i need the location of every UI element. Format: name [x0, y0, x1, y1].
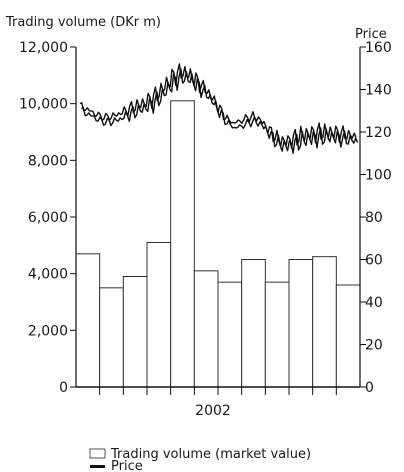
left-tick-label: 0: [59, 380, 68, 396]
right-tick-label: 120: [365, 125, 392, 141]
left-tick-label: 6,000: [28, 210, 68, 226]
legend-label-volume: Trading volume (market value): [110, 447, 311, 462]
volume-bar-nov: [312, 256, 337, 388]
volume-bar-oct: [288, 259, 314, 388]
volume-bars: [75, 100, 361, 388]
right-axis-title: Price: [355, 27, 387, 42]
left-tick-label: 2,000: [28, 323, 68, 339]
price-lines: [79, 63, 359, 154]
legend-swatch-price: [90, 465, 105, 468]
volume-bar-may: [170, 100, 195, 388]
right-axis-ticks: 0 20 40 60 80 100 120 140 160: [360, 40, 392, 396]
right-tick-label: 40: [365, 295, 383, 311]
right-tick-label: 20: [365, 338, 383, 354]
left-tick-label: 10,000: [19, 97, 68, 113]
volume-bar-jul: [217, 281, 243, 388]
right-tick-label: 140: [365, 83, 392, 99]
legend-label-price: Price: [111, 459, 143, 472]
right-tick-label: 160: [365, 40, 392, 56]
right-tick-label: 60: [365, 253, 383, 269]
left-tick-label: 12,000: [19, 40, 68, 56]
volume-bar-dec: [335, 284, 361, 388]
legend-swatch-volume: [89, 448, 106, 459]
volume-bar-jun: [193, 270, 219, 388]
right-tick-label: 80: [365, 210, 383, 226]
price-line-shadow: [81, 68, 359, 154]
x-year-label: 2002: [195, 403, 231, 419]
left-axis-title: Trading volume (DKr m): [5, 15, 161, 30]
volume-bar-sep: [264, 281, 290, 388]
left-axis-ticks: 0 2,000 4,000 6,000 8,000 10,000 12,000: [19, 40, 76, 396]
legend: Trading volume (market value) Price: [89, 447, 311, 472]
right-tick-label: 100: [365, 168, 392, 184]
left-tick-label: 4,000: [28, 267, 68, 283]
volume-bar-apr: [146, 242, 172, 388]
axes: [75, 47, 361, 395]
volume-bar-feb: [99, 287, 124, 388]
volume-bar-aug: [241, 259, 266, 388]
volume-bar-mar: [122, 276, 148, 388]
volume-bar-jan: [75, 253, 101, 388]
right-tick-label: 0: [365, 380, 374, 396]
left-tick-label: 8,000: [28, 153, 68, 169]
